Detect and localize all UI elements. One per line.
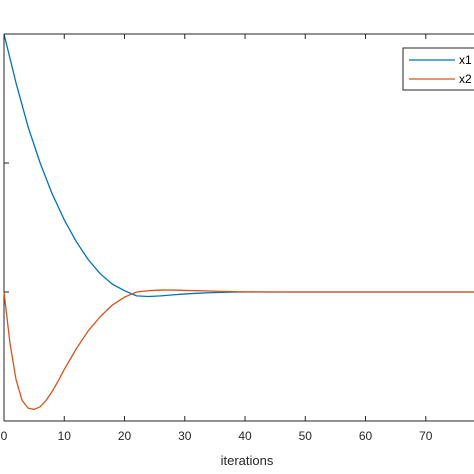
x-tick-label: 50 <box>299 429 313 443</box>
x-tick-label: 40 <box>238 429 252 443</box>
x-tick-label: 70 <box>419 429 433 443</box>
series-layer <box>3 33 474 411</box>
x-axis-label: iterations <box>221 453 274 468</box>
x-tick-label: 30 <box>178 429 192 443</box>
legend-label-x1: x1 <box>459 53 472 67</box>
x-tick-label: 20 <box>118 429 132 443</box>
x-tick-label: 60 <box>359 429 373 443</box>
ticks-layer: 0 10 20 30 40 50 60 70 <box>1 33 433 443</box>
x-tick-label: 0 <box>1 429 8 443</box>
series-line-x2 <box>3 289 474 411</box>
x-tick-label: 10 <box>58 429 72 443</box>
legend-label-x2: x2 <box>459 72 472 86</box>
legend-box <box>402 47 474 91</box>
plot-axes <box>3 33 474 422</box>
